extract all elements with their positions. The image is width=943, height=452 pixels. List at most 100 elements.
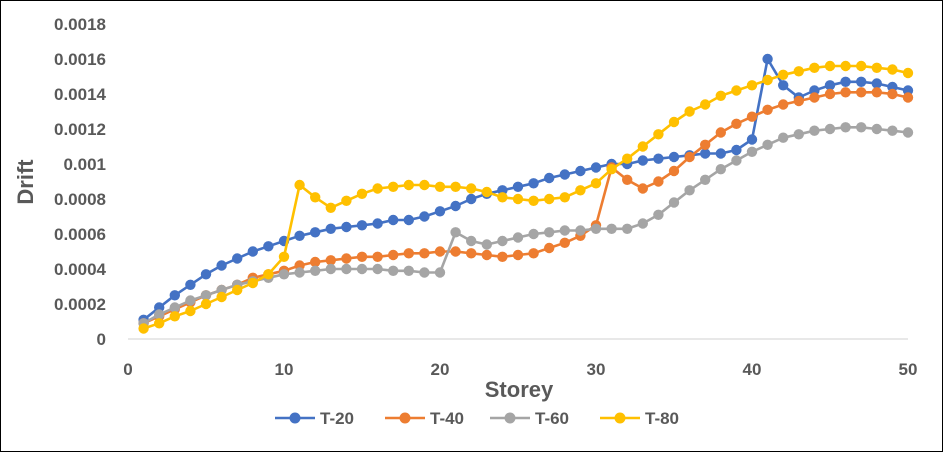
- data-point: [325, 263, 336, 275]
- x-tick-label: 50: [899, 360, 918, 379]
- data-point: [809, 125, 820, 136]
- data-point: [668, 197, 680, 208]
- data-point: [887, 64, 898, 75]
- data-point: [450, 181, 461, 192]
- data-point: [637, 155, 648, 166]
- data-point: [325, 255, 336, 266]
- data-point: [793, 129, 804, 140]
- data-point: [294, 267, 305, 278]
- data-point: [544, 242, 555, 254]
- series-t-60: [138, 122, 914, 329]
- data-point: [388, 249, 399, 261]
- data-point: [606, 223, 617, 234]
- legend-marker: [399, 412, 411, 424]
- data-point: [731, 85, 742, 96]
- data-point: [169, 290, 180, 301]
- data-point: [512, 193, 524, 205]
- data-point: [341, 263, 352, 275]
- legend-item-t-60: T-60: [490, 409, 569, 428]
- data-point: [762, 53, 773, 65]
- legend-marker: [614, 412, 626, 424]
- data-point: [559, 192, 570, 203]
- data-point: [684, 185, 695, 196]
- y-tick-label: 0.0016: [54, 50, 106, 69]
- data-point: [762, 139, 773, 150]
- data-point: [684, 151, 695, 163]
- data-point: [606, 164, 617, 175]
- data-point: [154, 309, 165, 320]
- data-point: [856, 87, 867, 98]
- series-line: [143, 91, 909, 325]
- data-point: [856, 76, 867, 88]
- y-tick-label: 0.0018: [54, 15, 106, 34]
- data-point: [668, 151, 680, 163]
- data-point: [902, 92, 914, 103]
- data-point: [403, 248, 414, 259]
- data-point: [840, 87, 851, 98]
- y-axis-title: Drift: [13, 159, 38, 205]
- data-point: [466, 235, 477, 247]
- data-point: [263, 241, 274, 252]
- data-point: [403, 265, 414, 276]
- data-point: [824, 88, 836, 100]
- data-point: [434, 267, 446, 278]
- series-t-80: [138, 60, 914, 334]
- data-point: [434, 206, 446, 217]
- data-point: [840, 122, 851, 133]
- y-tick-label: 0.0014: [54, 85, 107, 104]
- y-tick-labels: 0 0.0002 0.0004 0.0006 0.0008 0.001 0.0012 0.00…: [54, 15, 107, 349]
- data-point: [809, 62, 820, 73]
- data-point: [700, 174, 711, 185]
- data-point: [902, 127, 914, 138]
- data-point: [419, 179, 430, 191]
- data-point: [856, 60, 867, 72]
- data-point: [793, 95, 804, 107]
- data-point: [247, 277, 258, 289]
- data-point: [653, 129, 664, 140]
- series-t-40: [138, 87, 914, 329]
- data-point: [356, 251, 368, 262]
- data-point: [840, 60, 851, 72]
- data-point: [731, 118, 742, 129]
- data-point: [419, 211, 430, 222]
- data-point: [778, 69, 789, 81]
- data-point: [622, 153, 633, 164]
- data-point: [590, 223, 602, 234]
- data-point: [637, 141, 648, 152]
- data-point: [575, 165, 586, 177]
- data-point: [887, 88, 898, 100]
- data-point: [871, 78, 882, 89]
- data-point: [715, 148, 726, 159]
- data-point: [388, 265, 399, 276]
- data-point: [497, 192, 508, 203]
- data-point: [778, 80, 789, 91]
- data-point: [637, 183, 648, 194]
- data-point: [512, 181, 524, 192]
- data-point: [247, 246, 258, 257]
- data-point: [466, 248, 477, 259]
- data-point: [419, 248, 430, 259]
- data-point: [169, 302, 180, 313]
- data-point: [372, 263, 383, 275]
- y-tick-label: 0.0002: [54, 295, 106, 314]
- data-point: [200, 290, 212, 301]
- data-point: [559, 169, 570, 180]
- data-point: [840, 76, 851, 88]
- data-point: [684, 106, 695, 117]
- data-point: [559, 237, 570, 248]
- data-point: [824, 80, 836, 91]
- legend-marker: [504, 412, 516, 424]
- y-tick-label: 0: [97, 330, 106, 349]
- data-point: [700, 148, 711, 159]
- y-tick-label: 0.0006: [54, 225, 106, 244]
- legend-item-t-40: T-40: [385, 409, 464, 428]
- series-line: [142, 126, 909, 325]
- data-point: [372, 251, 383, 262]
- data-point: [138, 323, 149, 334]
- data-point: [590, 162, 602, 173]
- data-point: [512, 249, 524, 261]
- legend: T-20 T-40 T-60 T-80: [275, 409, 679, 428]
- data-point: [185, 305, 196, 317]
- y-tick-label: 0.0012: [54, 120, 106, 139]
